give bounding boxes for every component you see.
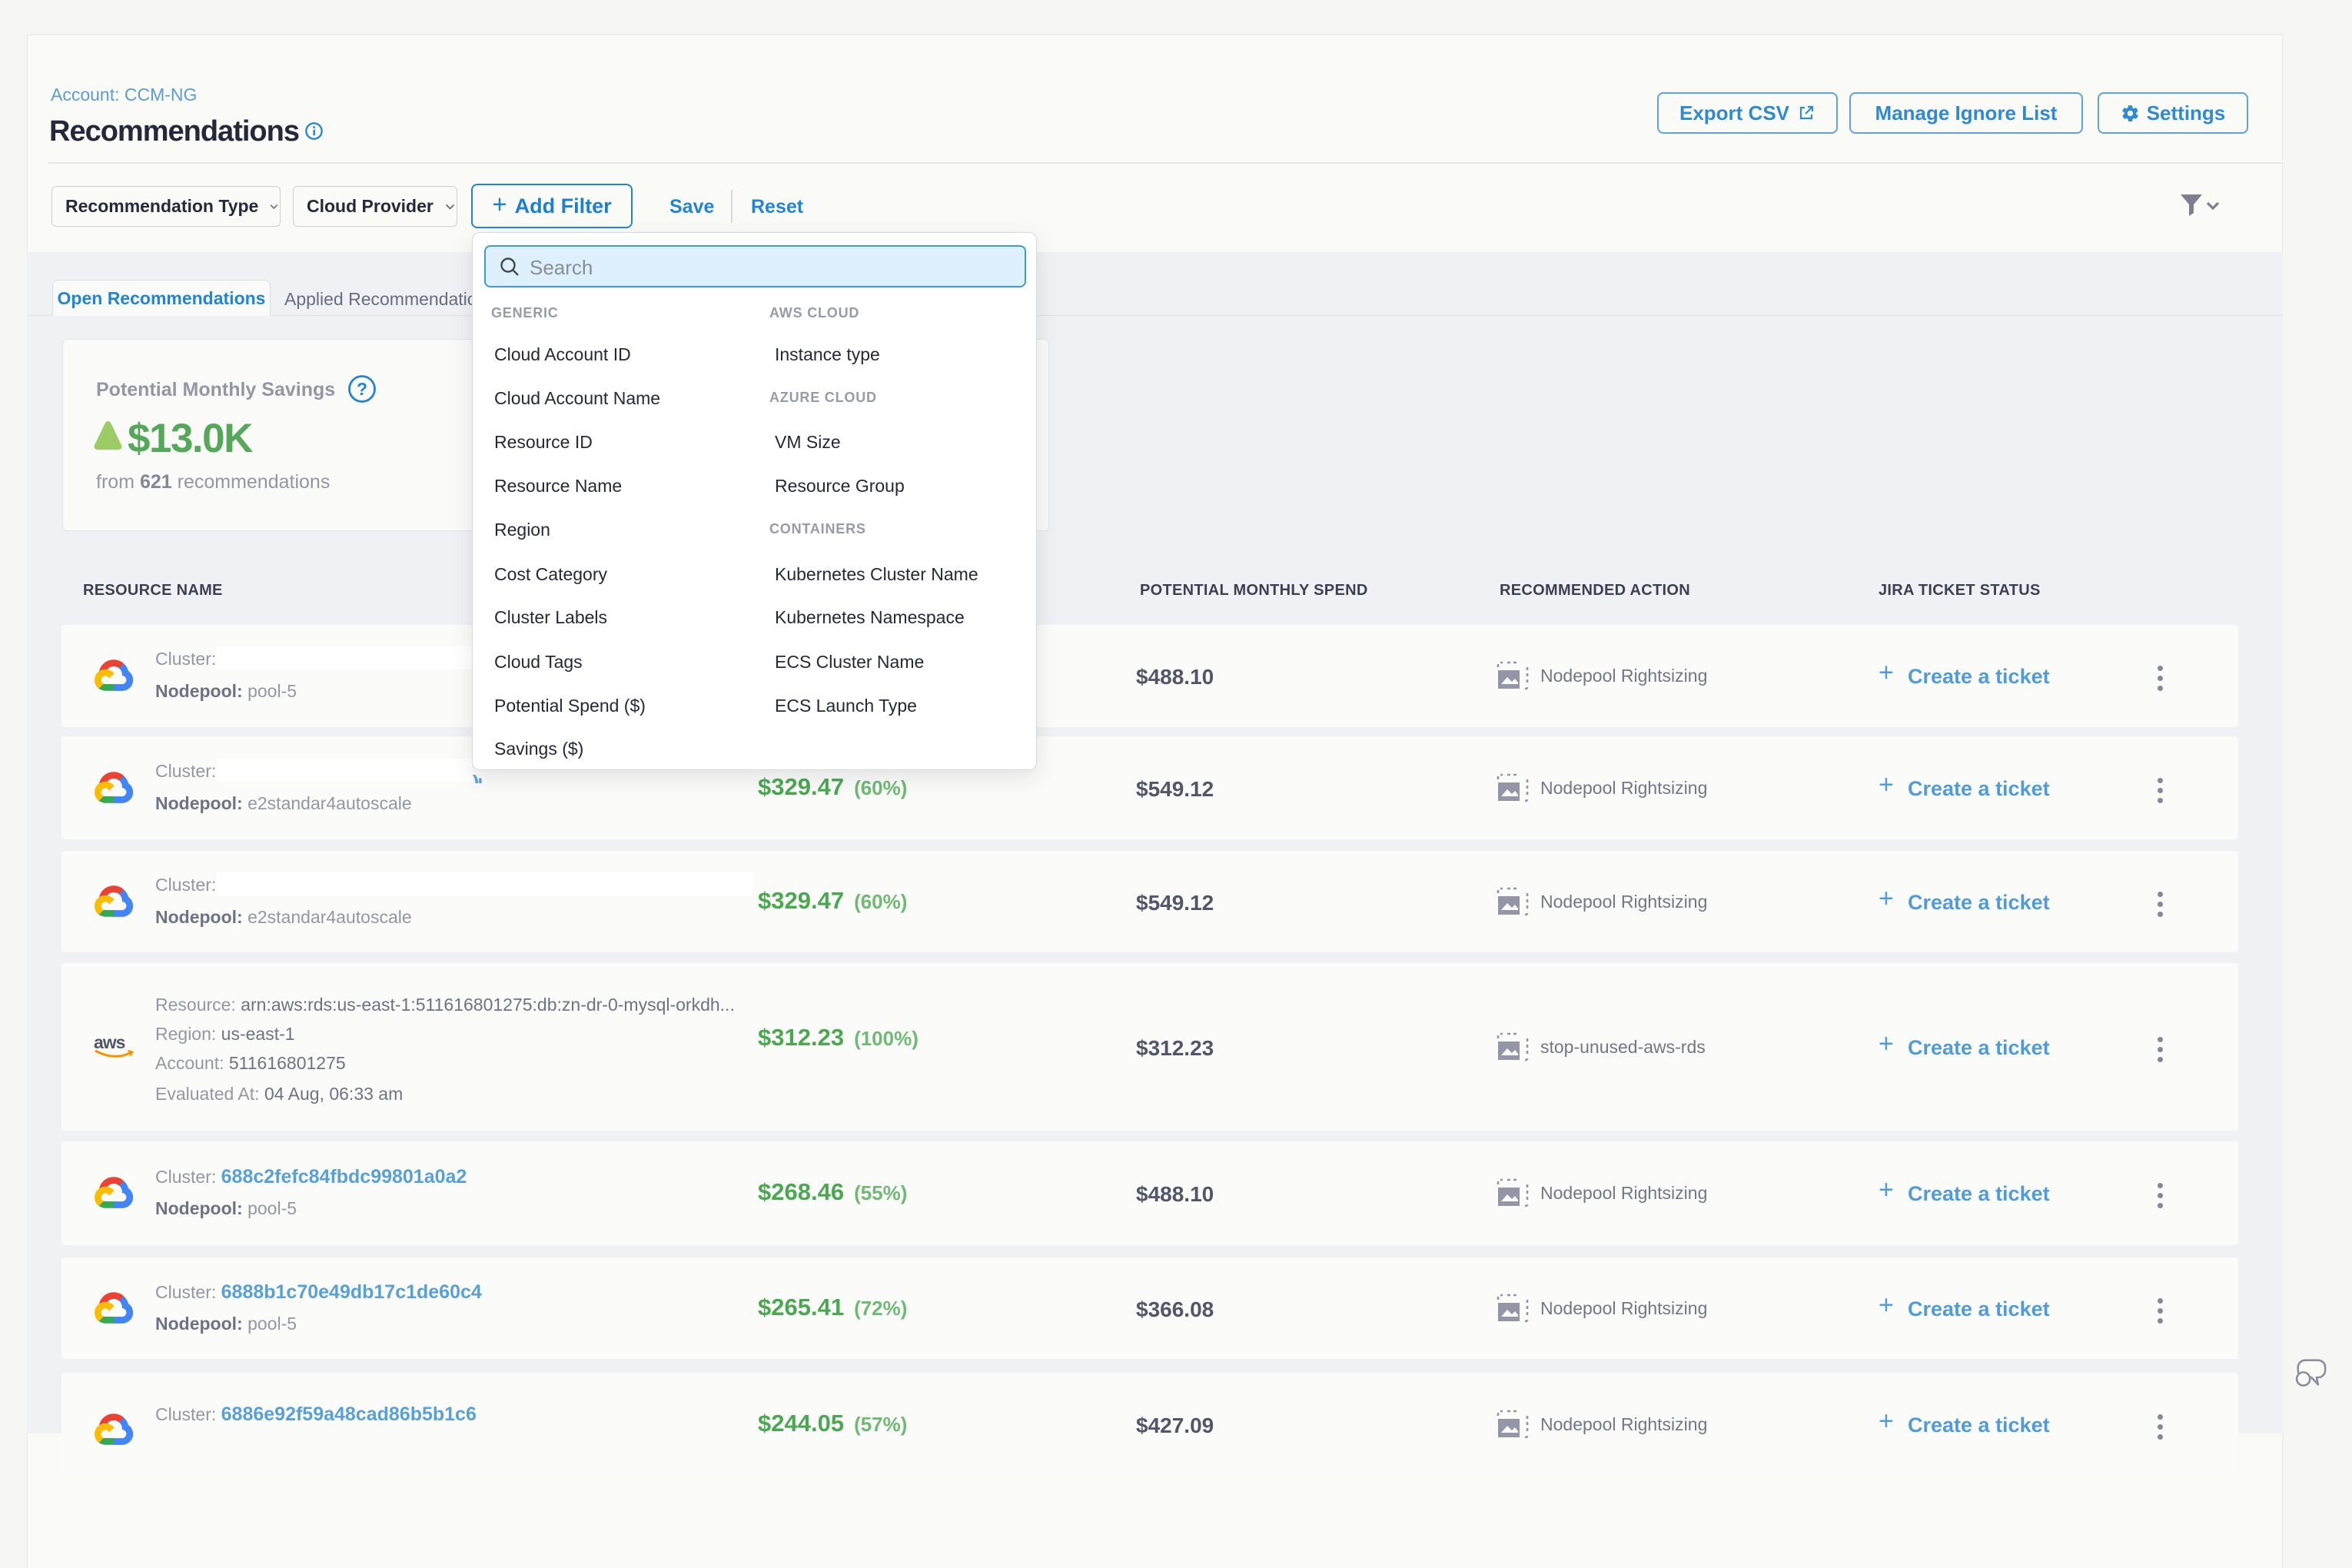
svg-text:aws: aws bbox=[94, 1034, 125, 1052]
svg-text:?: ? bbox=[357, 379, 367, 399]
